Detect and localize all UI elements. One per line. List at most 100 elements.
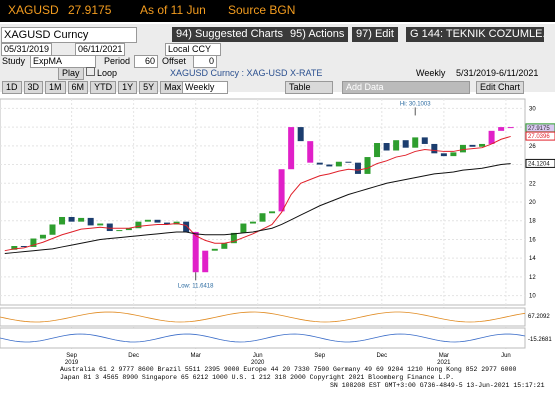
template-button[interactable]: G 144: TEKNIK COZUMLE... [406,27,544,42]
candle [20,246,27,248]
candle [278,169,285,212]
x-tick-label: Sep [314,353,325,359]
candle [154,219,161,223]
candle [11,246,18,250]
x-tick-label: Sep [66,353,77,359]
offset-field[interactable]: 0 [193,55,217,68]
y-tick-label: 12 [529,275,536,281]
x-tick-label: Jun [253,353,263,359]
offset-label: Offset [162,56,186,66]
price-tag-label: 27.9175 [528,126,550,132]
candle [202,250,209,273]
price-tag [525,131,555,141]
candle [307,141,314,163]
ticker: XAGUSD [8,3,59,17]
candle [402,140,409,148]
indicator-panel [0,307,526,327]
candle [326,164,333,167]
candle [288,127,295,170]
indicator-panel [0,327,526,349]
price-tag [525,158,555,168]
candle [192,231,199,273]
candle [488,130,495,144]
period-button[interactable]: 6M [67,81,89,94]
period-button[interactable]: 1Y [118,81,138,94]
actions-button[interactable]: 95) Actions [286,27,349,42]
period-button[interactable]: 5Y [139,81,159,94]
period-buttons: 1D 3D 1M 6M YTD 1Y 5Y Max [2,81,187,94]
source: Source BGN [228,3,296,17]
indicator-line [0,333,526,343]
price-tag-label: 24.1204 [528,161,550,167]
year-label: 2019 [65,360,79,365]
candle [412,137,419,148]
period-label: Period [104,56,131,66]
y-tick-label: 22 [529,181,536,187]
period-button[interactable]: YTD [90,81,117,94]
annotation: Hi: 30.1003 [400,101,431,107]
edit-chart-button[interactable]: Edit Chart [476,81,525,94]
suggested-button[interactable]: 94) Suggested Charts [172,27,288,42]
indicator-label: 67.2092 [528,314,550,320]
candle [183,221,190,232]
x-tick-label: Mar [191,353,201,359]
period-field[interactable]: 60 [134,55,158,68]
candle [374,143,381,158]
study-label: Study [2,56,26,66]
candle [68,216,75,222]
candle [421,137,428,144]
as-of: As of 11 Jun [140,3,206,17]
candle [393,140,400,151]
y-tick-label: 30 [529,106,536,112]
candle [221,243,228,249]
candle [431,143,438,154]
chart: 1012141618202224262830SepDecMarJunSepDec… [0,98,555,365]
y-tick-label: 26 [529,144,536,150]
frequency-select[interactable]: Weekly [182,81,228,94]
candle [498,127,505,131]
y-tick-label: 20 [529,200,536,206]
end-date[interactable]: 06/11/2021 [75,43,126,56]
candle [144,219,151,222]
play-button[interactable]: Play [58,67,84,80]
plot-area [0,98,526,306]
candle [49,224,56,235]
annotation: Low: 11.6418 [178,283,214,289]
add-data-button[interactable]: Add Data [342,81,470,94]
candle [316,162,323,165]
start-date[interactable]: 05/31/2019 [1,43,53,56]
candle [135,221,142,229]
price-tag-label: 27.0396 [528,134,550,140]
y-tick-label: 18 [529,219,536,225]
security-field[interactable]: XAGUSD Curncy [1,27,137,43]
candle [39,234,46,239]
candle [125,228,132,231]
candle [249,221,256,224]
x-tick-label: Dec [376,353,387,359]
loop-checkbox[interactable]: Loop [86,67,117,78]
candle [211,248,218,251]
y-tick-label: 10 [529,294,536,300]
period-button[interactable]: 3D [23,81,44,94]
table-button[interactable]: Table [285,81,333,94]
footer-line: Japan 81 3 4565 8900 Singapore 65 6212 1… [60,374,454,381]
indicator-line [0,311,526,323]
candle [469,144,476,147]
candle [269,211,276,214]
period-button[interactable]: 1D [2,81,22,94]
candle [450,152,457,157]
candle [364,157,371,174]
candle [87,217,94,226]
y-tick-label: 16 [529,237,536,243]
y-tick-label: 14 [529,256,536,262]
edit-button[interactable]: 97) Edit [352,27,398,42]
date-range: 5/31/2019-6/11/2021 [456,68,539,78]
x-tick-label: Dec [128,353,139,359]
candle [440,153,447,157]
x-tick-label: Mar [439,353,449,359]
period-button[interactable]: 1M [45,81,66,94]
footer-line: SN 108208 EST GMT+3:00 G736-4849-5 13-Ju… [330,382,545,389]
candle [354,162,361,174]
candle [507,127,514,129]
